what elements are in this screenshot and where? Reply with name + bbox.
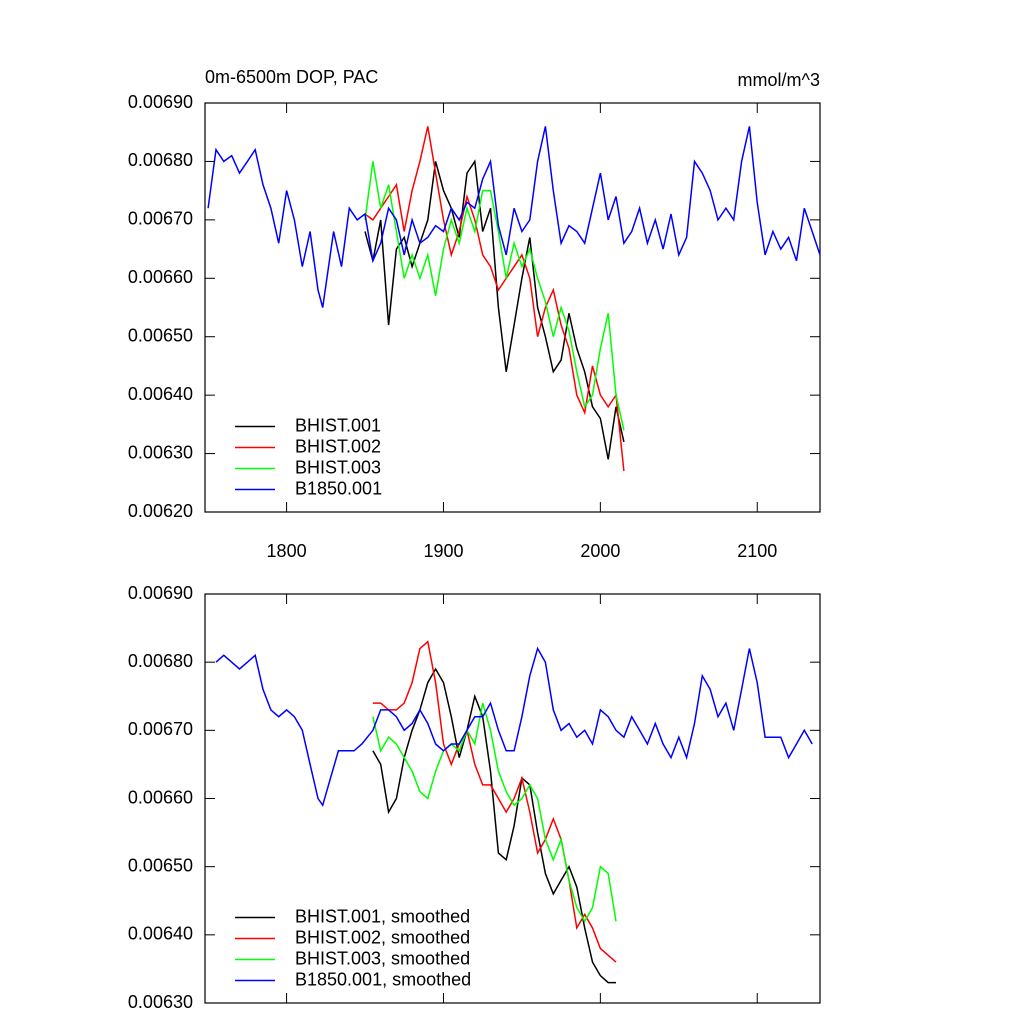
legend-label: BHIST.001, smoothed: [295, 906, 470, 926]
y-tick-label: 0.00660: [128, 787, 193, 807]
series-line: [364, 159, 625, 460]
series-line: [364, 161, 625, 431]
x-tick-label: 1800: [267, 541, 307, 561]
units-label: mmol/m^3: [738, 70, 820, 90]
x-tick-label: 2000: [580, 541, 620, 561]
legend-label: BHIST.002: [295, 436, 381, 456]
legend-label: B1850.001, smoothed: [295, 969, 471, 989]
series-line: [372, 667, 616, 984]
legend-label: BHIST.003, smoothed: [295, 948, 470, 968]
y-tick-label: 0.00620: [128, 501, 193, 521]
y-tick-label: 0.00650: [128, 325, 193, 345]
legend-label: BHIST.001: [295, 415, 381, 435]
x-tick-label: 2100: [737, 541, 777, 561]
x-tick-label: 1900: [423, 541, 463, 561]
y-tick-label: 0.00640: [128, 384, 193, 404]
y-tick-label: 0.00680: [128, 651, 193, 671]
y-tick-label: 0.00670: [128, 719, 193, 739]
y-tick-label: 0.00650: [128, 855, 193, 875]
series-line: [207, 126, 821, 308]
y-tick-label: 0.00670: [128, 209, 193, 229]
y-tick-label: 0.00690: [128, 92, 193, 112]
series-line: [372, 702, 617, 923]
y-tick-label: 0.00680: [128, 150, 193, 170]
series-line: [215, 646, 813, 808]
y-tick-label: 0.00660: [128, 267, 193, 287]
y-tick-label: 0.00640: [128, 924, 193, 944]
legend-label: B1850.001: [295, 478, 382, 498]
plot-frame: [204, 102, 821, 513]
y-tick-label: 0.00690: [128, 583, 193, 603]
series-line: [364, 126, 625, 472]
y-tick-label: 0.00630: [128, 442, 193, 462]
legend-label: BHIST.002, smoothed: [295, 927, 470, 947]
y-tick-label: 0.00630: [128, 992, 193, 1012]
series-line: [372, 640, 617, 963]
legend-label: BHIST.003: [295, 457, 381, 477]
chart-title: 0m-6500m DOP, PAC: [205, 67, 378, 87]
